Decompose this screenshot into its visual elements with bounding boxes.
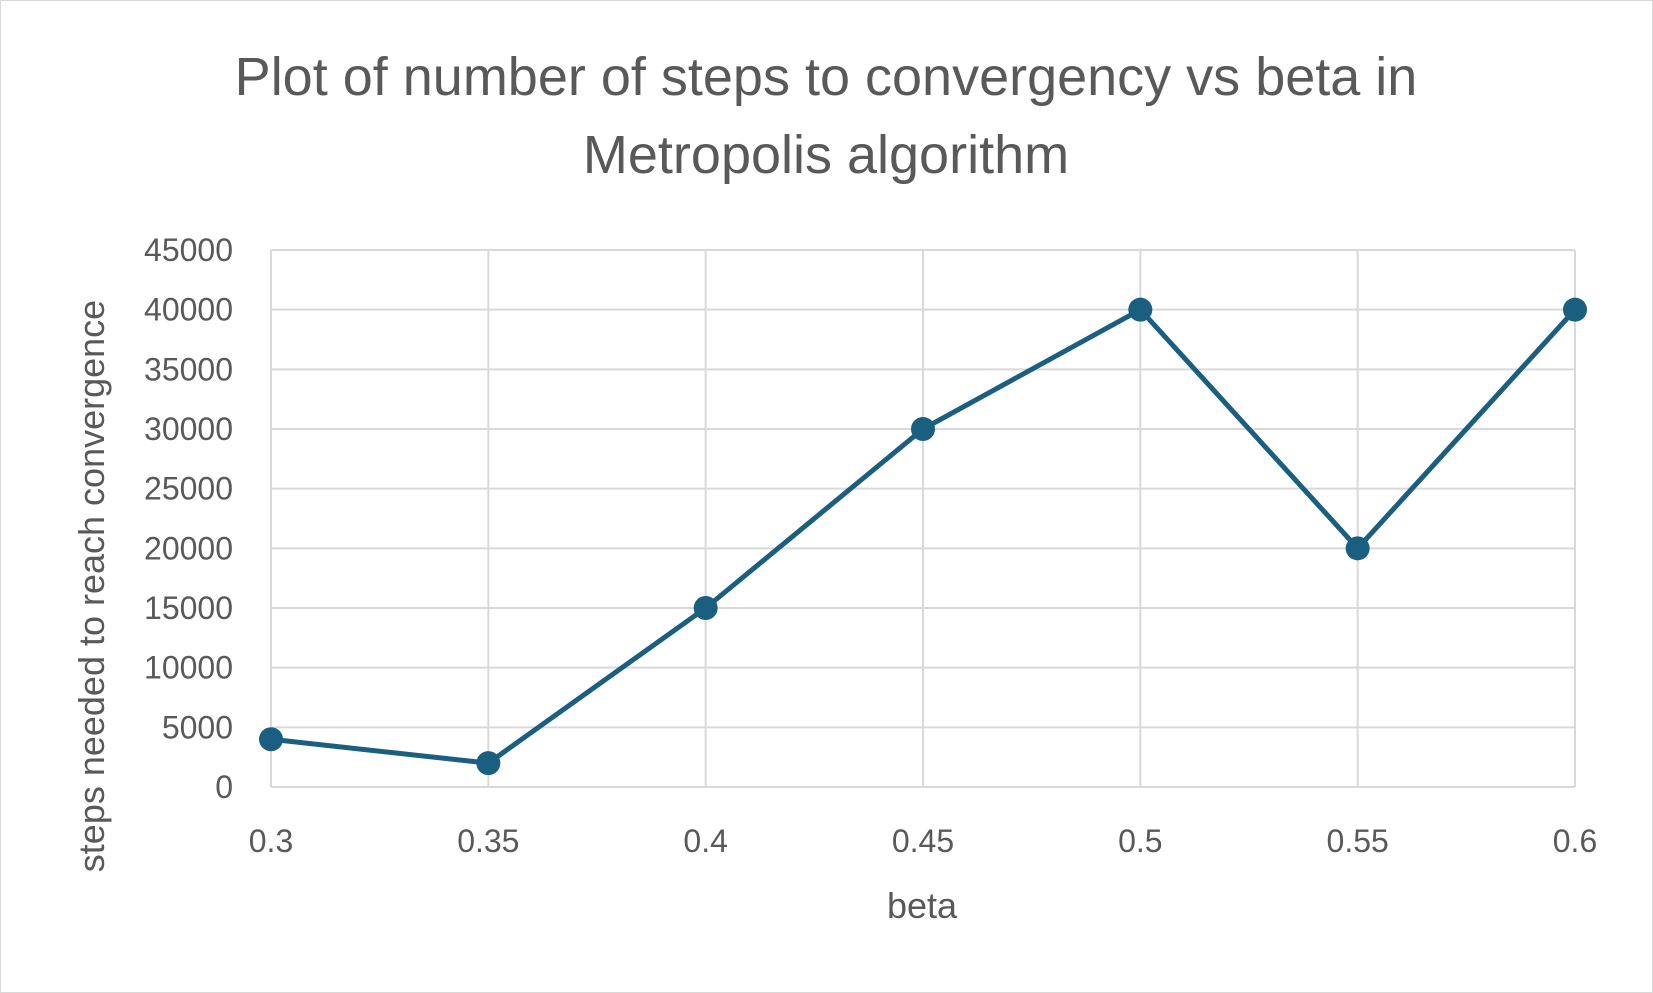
- y-tick-label: 20000: [144, 530, 233, 566]
- y-axis-title: steps needed to reach convergence: [71, 300, 112, 872]
- x-tick-label: 0.55: [1327, 823, 1389, 859]
- gridlines: [270, 249, 1576, 788]
- x-axis-tick-labels: 0.3 0.35 0.4 0.45 0.5 0.55 0.6: [249, 823, 1597, 859]
- x-tick-label: 0.3: [249, 823, 293, 859]
- x-tick-label: 0.6: [1553, 823, 1597, 859]
- y-tick-label: 35000: [144, 351, 233, 387]
- y-tick-label: 0: [215, 769, 233, 805]
- y-axis-tick-labels: 0 5000 10000 15000 20000 25000 30000 35000 40000…: [144, 232, 233, 805]
- data-point: [259, 727, 283, 752]
- y-tick-label: 30000: [144, 411, 233, 447]
- data-point: [911, 417, 935, 441]
- y-tick-label: 15000: [144, 590, 233, 626]
- data-point: [476, 751, 501, 776]
- y-tick-label: 5000: [162, 709, 233, 745]
- data-point: [693, 596, 718, 620]
- data-point: [1345, 536, 1370, 561]
- x-tick-label: 0.35: [457, 823, 519, 859]
- x-tick-label: 0.4: [683, 823, 727, 859]
- chart-title-line-1: Plot of number of steps to convergency v…: [235, 47, 1418, 107]
- y-tick-label: 45000: [144, 232, 233, 268]
- x-tick-label: 0.45: [892, 823, 954, 859]
- x-tick-label: 0.5: [1118, 823, 1162, 859]
- y-tick-label: 25000: [144, 471, 233, 507]
- x-axis-title: beta: [887, 885, 958, 926]
- chart-title-line-2: Metropolis algorithm: [583, 125, 1069, 185]
- data-point: [1563, 297, 1587, 322]
- series-group: [259, 297, 1587, 776]
- y-tick-label: 40000: [144, 292, 233, 328]
- y-tick-label: 10000: [144, 650, 233, 686]
- data-point: [1128, 297, 1153, 322]
